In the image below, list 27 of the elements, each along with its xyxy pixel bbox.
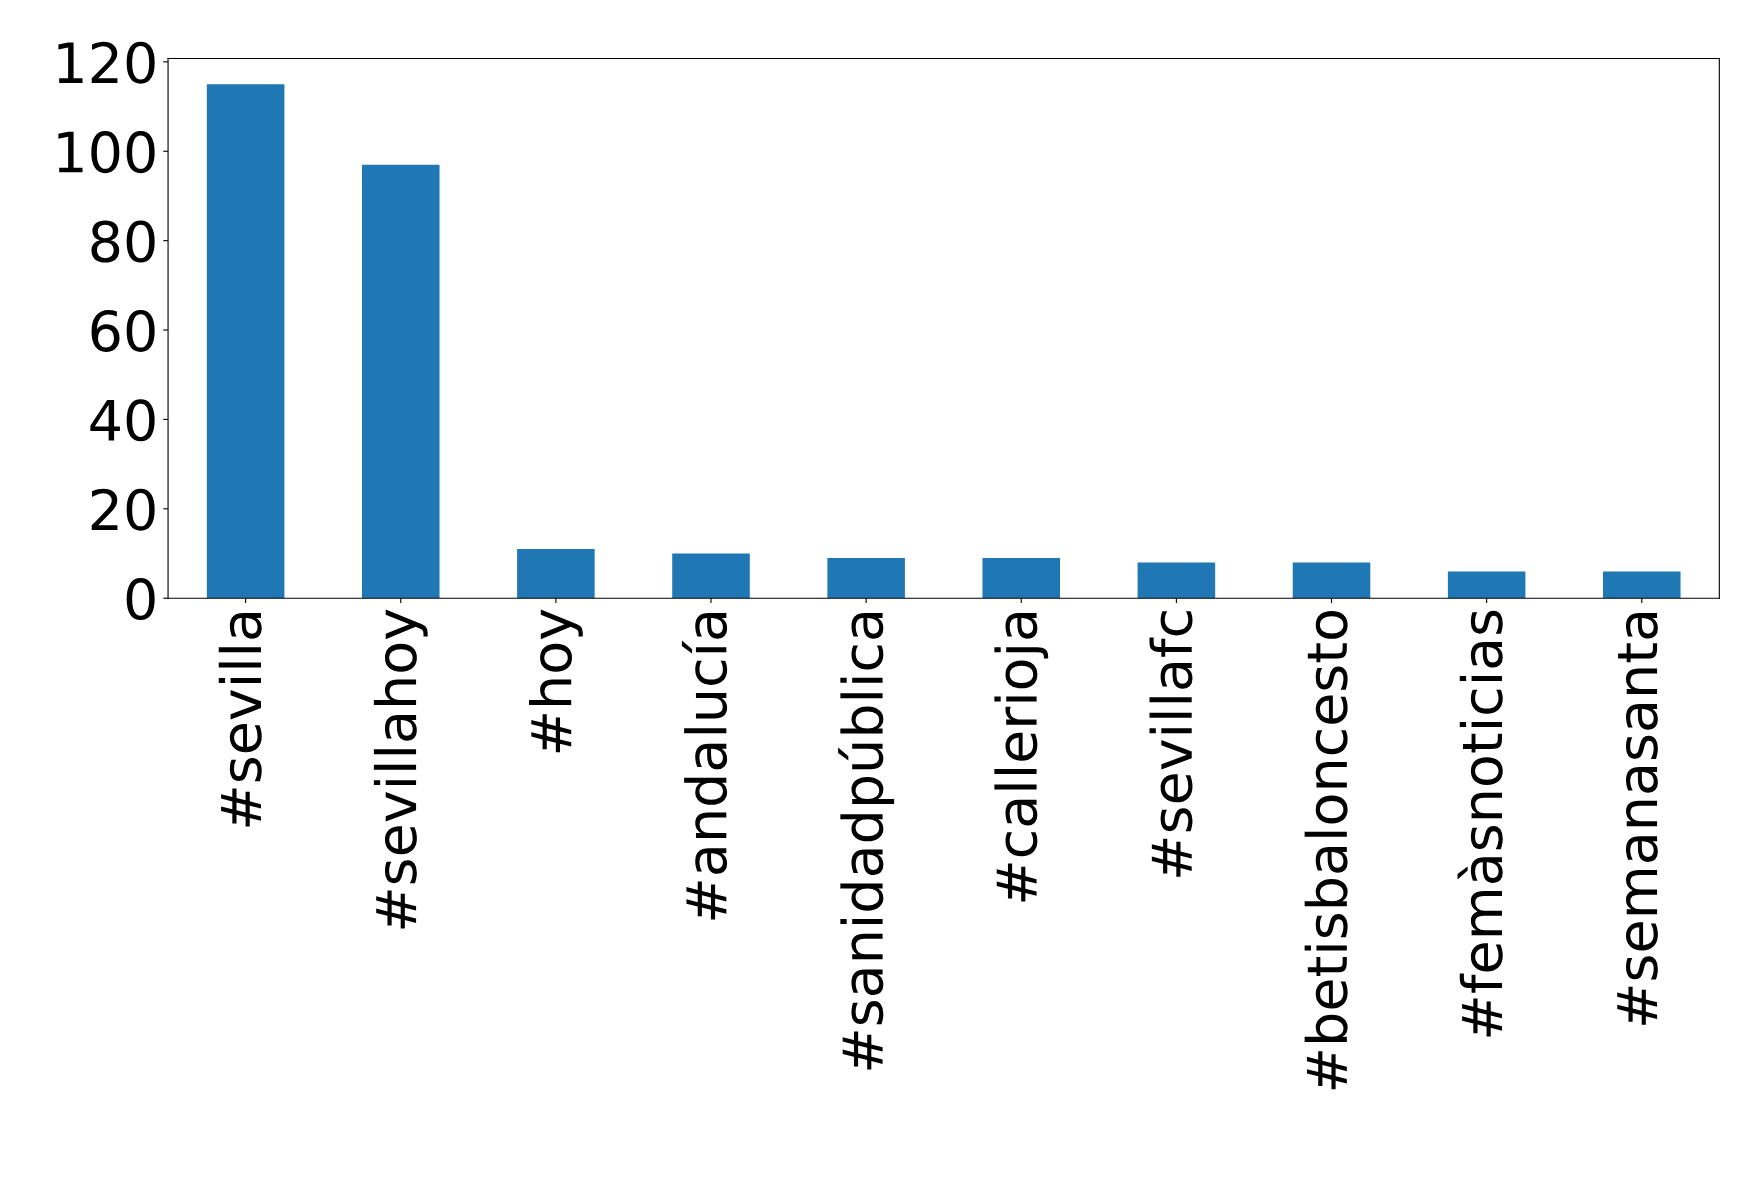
y-tick-label: 0 (126, 578, 155, 621)
bar (1447, 571, 1526, 599)
bar (206, 84, 285, 599)
x-tick-label: #sevilla (218, 612, 262, 827)
bar (672, 553, 750, 599)
x-tick-label: #betisbaloncesto (1304, 610, 1348, 1090)
bar (361, 164, 440, 599)
x-tick-label: #hoy (529, 609, 583, 753)
y-tick-label: 60 (91, 309, 155, 352)
x-tick-label: #callerioja (994, 612, 1049, 902)
bar (1137, 562, 1216, 599)
x-tick-label: #andalucía (681, 612, 728, 920)
bar (1292, 562, 1371, 599)
bar (827, 557, 905, 599)
y-tick-label: 100 (58, 131, 155, 174)
y-tick-label: 80 (91, 220, 155, 263)
x-tick-label: #semanasanta (1617, 612, 1658, 1025)
x-tick-label: #sevillafc (1149, 611, 1193, 877)
x-tick-label: #sevillahoy (373, 609, 428, 929)
y-tick-label: 40 (90, 399, 155, 442)
y-tick-label: 20 (91, 488, 155, 531)
bar (1602, 571, 1681, 599)
bar (982, 557, 1061, 599)
bar (517, 549, 595, 599)
x-tick-label: #sanidadpública (838, 612, 895, 1070)
x-tick-label: #femàsnoticias (1457, 610, 1503, 1037)
y-tick-label: 120 (58, 41, 155, 84)
